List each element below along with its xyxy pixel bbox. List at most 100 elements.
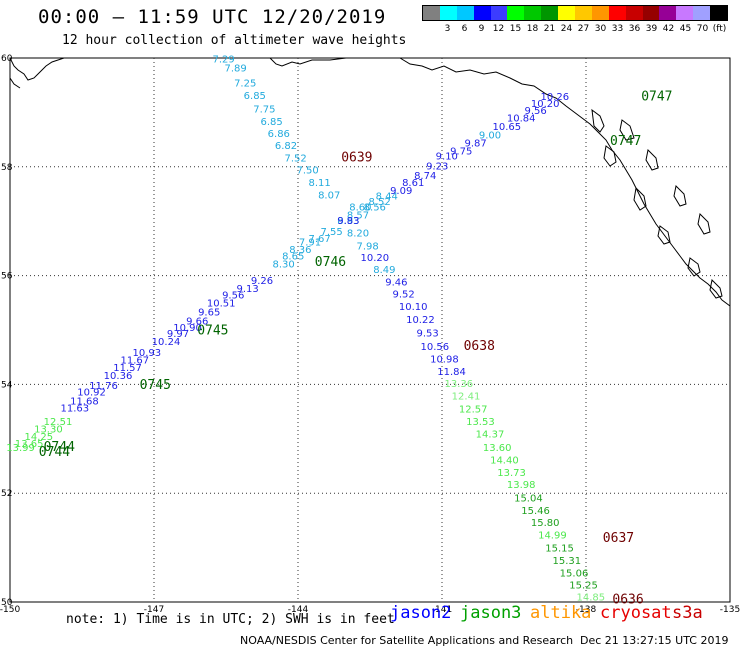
wave-height-value: 14.25 xyxy=(24,432,53,443)
map-subtitle: 12 hour collection of altimeter wave hei… xyxy=(62,33,407,48)
wave-height-value: 15.15 xyxy=(545,543,574,554)
legend-label: 21 xyxy=(543,24,556,34)
wave-height-value: 13.36 xyxy=(444,379,473,390)
legend-label: 15 xyxy=(509,24,522,34)
wave-height-value: 9.53 xyxy=(416,329,438,340)
legend-label: 45 xyxy=(679,24,692,34)
wave-height-value: 13.99 xyxy=(6,443,35,454)
wave-height-value: 14.37 xyxy=(476,430,505,441)
wave-height-value: 8.11 xyxy=(308,178,330,189)
wave-height-value: 8.20 xyxy=(347,228,369,239)
wave-height-value: 13.30 xyxy=(34,424,63,435)
wave-height-value: 13.60 xyxy=(483,443,512,454)
coastline-islands xyxy=(591,108,723,299)
wave-height-value: 7.25 xyxy=(234,78,256,89)
wave-height-value: 10.10 xyxy=(399,302,428,313)
legend-swatch xyxy=(456,6,474,20)
wave-height-value: 9.87 xyxy=(464,139,486,150)
legend-label: 70 xyxy=(696,24,709,34)
generated-timestamp: Dec 21 13:27:15 UTC 2019 xyxy=(580,634,729,647)
legend-label: 12 xyxy=(492,24,505,34)
wave-height-value: 11.84 xyxy=(437,367,466,378)
alaska-coastline xyxy=(9,57,731,307)
coastline-northeast xyxy=(269,57,731,307)
wave-height-value: 9.56 xyxy=(222,290,244,301)
legend-label: 6 xyxy=(461,24,468,34)
pass-time: 0638 xyxy=(464,339,495,354)
wave-height-value: 9.00 xyxy=(479,131,501,142)
wave-height-value: 14.40 xyxy=(490,455,519,466)
wave-height-value: 10.84 xyxy=(507,114,536,125)
wave-height-value: 7.89 xyxy=(224,64,246,75)
wave-height-value: 8.52 xyxy=(368,197,390,208)
wave-height-value: 10.65 xyxy=(492,122,521,133)
wave-height-value: 8.49 xyxy=(373,265,395,276)
wave-height-value: 9.97 xyxy=(167,329,189,340)
legend-swatch xyxy=(625,6,643,20)
legend-label: 39 xyxy=(645,24,658,34)
satellite-name: s3a xyxy=(672,603,703,623)
wave-height-value: 10.24 xyxy=(152,337,181,348)
legend-swatch xyxy=(693,6,711,20)
legend-swatch xyxy=(423,6,440,20)
wave-height-value: 6.85 xyxy=(244,91,266,102)
wave-height-value: 8.65 xyxy=(282,251,304,262)
pass-time: 0747 xyxy=(641,89,672,104)
satellite-name: altika xyxy=(530,603,592,623)
wave-height-value: 13.53 xyxy=(466,417,495,428)
legend-swatch xyxy=(608,6,626,20)
latitude-label: 50 xyxy=(1,598,13,608)
wave-height-value: 8.56 xyxy=(364,202,386,213)
legend-swatch xyxy=(541,6,559,20)
credit-text: NOAA/NESDIS Center for Satellite Applica… xyxy=(240,634,574,647)
wave-height-value: 13.98 xyxy=(507,480,536,491)
wave-height-value: 13.65 xyxy=(15,439,44,450)
wave-height-value: 7.29 xyxy=(212,54,234,65)
axis-tick-labels: -150 -147 -144 -141 -138 -135 60 58 56 54 52 50 xyxy=(0,54,740,615)
longitude-label: -135 xyxy=(720,605,740,615)
wave-height-value: 11.63 xyxy=(60,404,89,415)
wave-height-value: 10.98 xyxy=(430,355,459,366)
wave-height-value: 9.10 xyxy=(436,152,458,163)
wave-height-value: 7.91 xyxy=(299,238,321,249)
latitude-label: 52 xyxy=(1,489,12,499)
pass-time: 0746 xyxy=(315,255,346,270)
wave-height-value: 10.93 xyxy=(132,348,161,359)
legend-label: 24 xyxy=(560,24,573,34)
map-title: 00:00 – 11:59 UTC 12/20/2019 xyxy=(38,6,387,28)
graticule xyxy=(10,58,730,602)
legend-label: 42 xyxy=(662,24,675,34)
legend-swatch xyxy=(524,6,542,20)
wave-height-value: 9.83 xyxy=(337,216,359,227)
wave-height-value: 15.46 xyxy=(521,506,550,517)
wave-height-value: 12.57 xyxy=(459,405,488,416)
legend-swatch xyxy=(507,6,525,20)
pass-time: 0636 xyxy=(612,593,643,608)
pass-time: 0637 xyxy=(603,531,634,546)
legend-color-bar xyxy=(422,5,728,21)
wave-height-value: 10.51 xyxy=(207,299,236,310)
legend-swatch xyxy=(591,6,609,20)
legend-label: 36 xyxy=(628,24,641,34)
latitude-label: 60 xyxy=(1,54,13,64)
latitude-label: 54 xyxy=(1,380,13,390)
wave-height-value: 8.44 xyxy=(376,191,398,202)
wave-height-value: 9.23 xyxy=(426,162,448,173)
legend-labels: 3 6 9 12 15 18 21 24 27 30 33 36 39 42 45 70 (ft) xyxy=(422,21,728,35)
wave-height-value: 10.20 xyxy=(531,99,560,110)
wave-height-value: 10.56 xyxy=(420,342,449,353)
legend-swatch xyxy=(575,6,592,20)
latitude-label: 58 xyxy=(1,163,13,173)
wave-height-value: 12.51 xyxy=(44,417,73,428)
wave-height-value: 8.93 xyxy=(337,216,359,227)
legend-swatch xyxy=(642,6,660,20)
pass-time: 0744 xyxy=(44,440,75,455)
map-frame xyxy=(9,57,731,603)
wave-height-value: 12.41 xyxy=(452,392,481,403)
pass-time: 0639 xyxy=(341,150,372,165)
wave-height-value: 8.60 xyxy=(349,202,371,213)
wave-height-value: 7.98 xyxy=(356,241,378,252)
legend-swatch xyxy=(473,6,491,20)
